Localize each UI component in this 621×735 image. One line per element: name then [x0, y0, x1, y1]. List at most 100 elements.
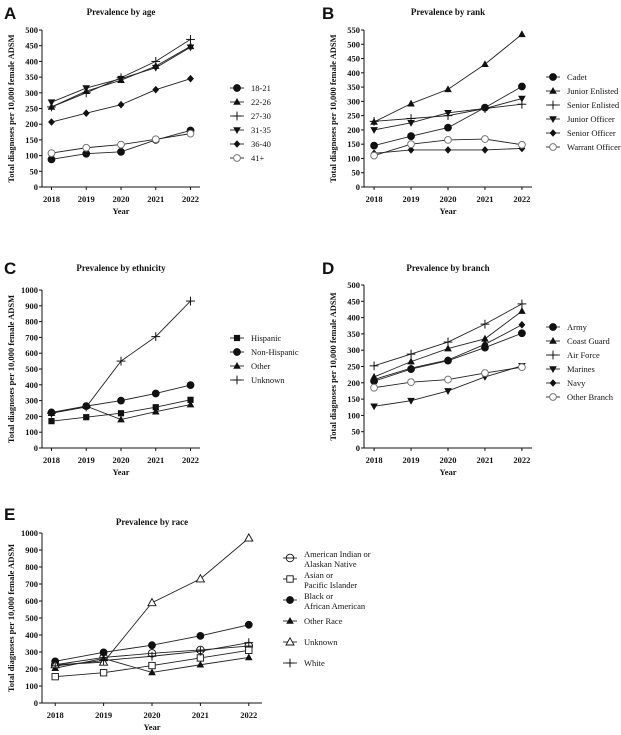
legend-item-c-0: Hispanic	[230, 333, 281, 343]
x-axis-label-e: Year	[144, 722, 161, 732]
y-tick-label-d: 500	[347, 280, 360, 290]
legend-label: Navy	[567, 378, 586, 388]
legend-item-d-4: Navy	[546, 378, 586, 388]
series-a-4	[48, 74, 194, 126]
series-d-2-point	[406, 349, 416, 359]
series-c-2-point	[151, 407, 160, 415]
legend-item-c-1: Non-Hispanic	[230, 347, 299, 357]
legend-item-d-3: Marines	[546, 364, 595, 374]
series-d-4-point	[444, 356, 452, 364]
series-b-1-point	[481, 60, 489, 68]
y-tick-label-b: 350	[347, 82, 360, 92]
legend-label-line: Asian or	[304, 570, 333, 580]
x-tick-label-a: 2021	[147, 194, 164, 204]
series-d-5-point	[444, 375, 452, 384]
series-e-1-point	[245, 646, 253, 654]
series-b-5-point	[370, 151, 378, 160]
legend-marker	[233, 84, 241, 92]
legend-item-e-5: White	[283, 658, 325, 668]
y-tick-label-c: 700	[25, 332, 38, 342]
legend-marker	[549, 143, 557, 151]
y-tick-label-d: 300	[347, 345, 360, 355]
legend-label: Coast Guard	[567, 336, 610, 346]
series-a-2	[47, 35, 195, 112]
legend-item-c-2: Other	[230, 361, 271, 371]
legend-marker	[549, 73, 557, 81]
legend-label-line: Pacific Islander	[304, 580, 357, 590]
series-b-0-point	[444, 123, 452, 132]
legend-label: Senior Enlisted	[567, 100, 620, 110]
series-e-5-point	[50, 661, 60, 671]
series-b-4	[370, 144, 526, 158]
series-a-5-point	[82, 143, 91, 152]
panel-d: D Prevalence by branch 0 50 100 150 200 250 300 3…	[322, 259, 614, 477]
legend-item-b-3: Junior Officer	[546, 114, 615, 124]
y-tick-label-e: 500	[25, 613, 38, 623]
series-c-0-point	[187, 396, 194, 403]
legend-label: Hispanic	[251, 333, 281, 343]
legend-item-a-5: 41+	[230, 153, 265, 163]
x-tick-label-c: 2022	[182, 455, 199, 465]
x-tick-label-b: 2018	[366, 194, 383, 204]
legend-item-b-0: Cadet	[546, 72, 587, 82]
y-tick-label-b: 500	[347, 39, 360, 49]
series-d-4	[370, 320, 526, 384]
legend-item-d-2: Air Force	[546, 350, 600, 360]
x-tick-label-d: 2022	[513, 455, 530, 465]
y-tick-label-c: 800	[25, 317, 38, 327]
y-tick-label-b: 200	[347, 125, 360, 135]
panel-title-b: Prevalence by rank	[411, 7, 485, 17]
series-b-1-point	[518, 30, 526, 38]
legend-marker	[286, 575, 294, 583]
legend-item-a-2: 27-30	[230, 111, 271, 121]
legend-label: 22-26	[251, 97, 271, 107]
legend-item-a-3: 31-35	[230, 125, 271, 135]
x-tick-label-d: 2020	[440, 455, 457, 465]
x-axis-label-d: Year	[440, 467, 457, 477]
legend-marker	[232, 111, 242, 121]
series-d-2-point	[443, 337, 453, 347]
series-e-1-point	[196, 654, 205, 662]
x-tick-label-b: 2022	[513, 194, 530, 204]
panel-e: E Prevalence by race 0 100 200 300 400 500 600 70…	[4, 505, 371, 732]
x-tick-label-e: 2019	[95, 710, 112, 720]
y-tick-label-e: 100	[25, 681, 38, 691]
series-d-5-point	[370, 383, 378, 392]
panel-letter-e: E	[4, 505, 15, 524]
series-d-5-point	[407, 378, 415, 387]
series-c-3-point	[47, 408, 56, 418]
series-b-5-point	[407, 140, 415, 149]
series-e-3-point	[196, 660, 205, 668]
legend-item-b-1: Junior Enlisted	[546, 86, 619, 96]
y-axis-label-b: Total diagnoses per 10,000 female ADSM	[328, 34, 338, 182]
series-b-3-point	[518, 95, 526, 103]
series-e-1-point	[148, 661, 156, 670]
series-a-2-point	[186, 35, 195, 44]
series-b-1-line	[373, 33, 523, 123]
legend-marker	[286, 596, 294, 604]
series-e-5-point	[244, 638, 254, 648]
x-tick-label-d: 2019	[403, 455, 420, 465]
y-axis-label-c: Total diagnoses per 10,000 female ADSM	[6, 295, 16, 443]
series-c-0-point	[117, 410, 125, 417]
y-tick-label-b: 100	[347, 153, 360, 163]
y-tick-label-b: 50	[352, 168, 361, 178]
legend-label: Marines	[567, 364, 595, 374]
series-c-0-point	[83, 414, 90, 421]
series-a-5-point	[117, 140, 125, 149]
y-tick-label-e: 300	[25, 647, 38, 657]
legend-label-line: Black or	[304, 591, 333, 601]
legend-label: 41+	[251, 153, 265, 163]
x-tick-label-a: 2020	[113, 194, 130, 204]
series-e-4-point	[244, 532, 254, 542]
series-b-5-point	[518, 140, 526, 149]
series-d-1-point	[481, 334, 489, 342]
series-a-4-point	[117, 100, 125, 109]
series-a-5-point	[151, 135, 160, 144]
series-a-4-point	[82, 109, 90, 118]
legend-marker	[285, 553, 295, 563]
legend-marker	[548, 100, 558, 110]
legend-label: Air Force	[567, 350, 600, 360]
series-b-3-point	[444, 109, 452, 117]
x-tick-label-b: 2020	[440, 194, 457, 204]
